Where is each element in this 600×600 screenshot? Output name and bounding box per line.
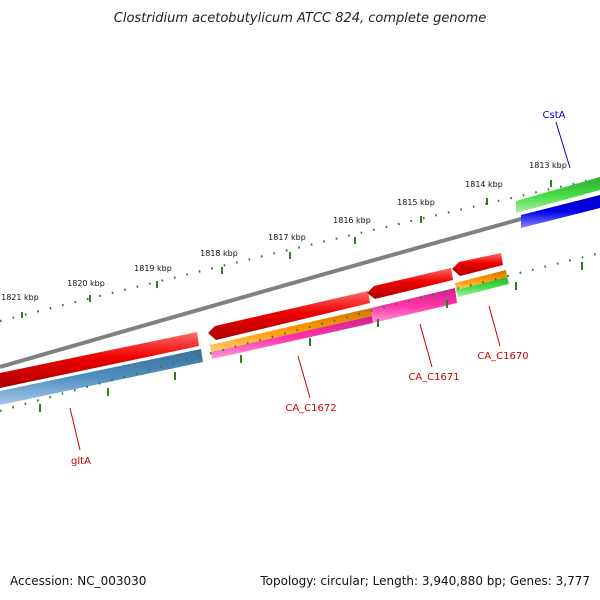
kbp-label-1820: 1820 kbp xyxy=(67,279,105,288)
gene-CA_C1672-orange xyxy=(210,308,372,352)
kbp-label-1818: 1818 kbp xyxy=(200,249,238,258)
gene-label-cstA: CstA xyxy=(543,110,566,121)
gene-CA_C1671-arrow xyxy=(367,268,453,299)
kbp-labels: 1813 kbp 1814 kbp 1815 kbp 1816 kbp 1817… xyxy=(1,161,567,302)
gene-CA_C1670-orange xyxy=(455,270,507,290)
kbp-label-1814: 1814 kbp xyxy=(465,180,503,189)
accession-text: Accession: NC_003030 xyxy=(10,574,147,588)
kbp-label-1821: 1821 kbp xyxy=(1,293,39,302)
gene-label-CA_C1671: CA_C1671 xyxy=(408,372,459,383)
kbp-label-1819: 1819 kbp xyxy=(134,264,172,273)
gene-cstA-forward xyxy=(516,177,600,213)
map-title: Clostridium acetobutylicum ATCC 824, com… xyxy=(114,11,486,26)
gene-gltA xyxy=(0,349,203,405)
gene-CA_C1672-pink xyxy=(211,316,373,359)
gene-label-CA_C1670: CA_C1670 xyxy=(477,351,528,362)
gene-CA_C1672-arrow xyxy=(208,291,370,340)
gene-CA_C1671-pink xyxy=(371,288,457,323)
gene-CA_C1670-arrow xyxy=(452,253,503,276)
kbp-label-1813: 1813 kbp xyxy=(529,161,567,170)
kbp-label-1816: 1816 kbp xyxy=(333,216,371,225)
gene-forward-red-left xyxy=(0,332,199,388)
genome-backbone xyxy=(0,195,600,369)
gene-CA_C1670-green xyxy=(456,277,509,297)
gene-label-leaders xyxy=(69,121,571,451)
outer-major-ticks xyxy=(21,180,552,318)
inner-major-ticks xyxy=(39,262,583,412)
gene-label-gltA: gltA xyxy=(71,456,91,467)
genome-stats-text: Topology: circular; Length: 3,940,880 bp… xyxy=(260,574,590,588)
gene-cstA-reverse xyxy=(521,195,600,228)
kbp-label-1817: 1817 kbp xyxy=(268,233,306,242)
kbp-label-1815: 1815 kbp xyxy=(397,198,435,207)
gene-label-CA_C1672: CA_C1672 xyxy=(285,403,336,414)
